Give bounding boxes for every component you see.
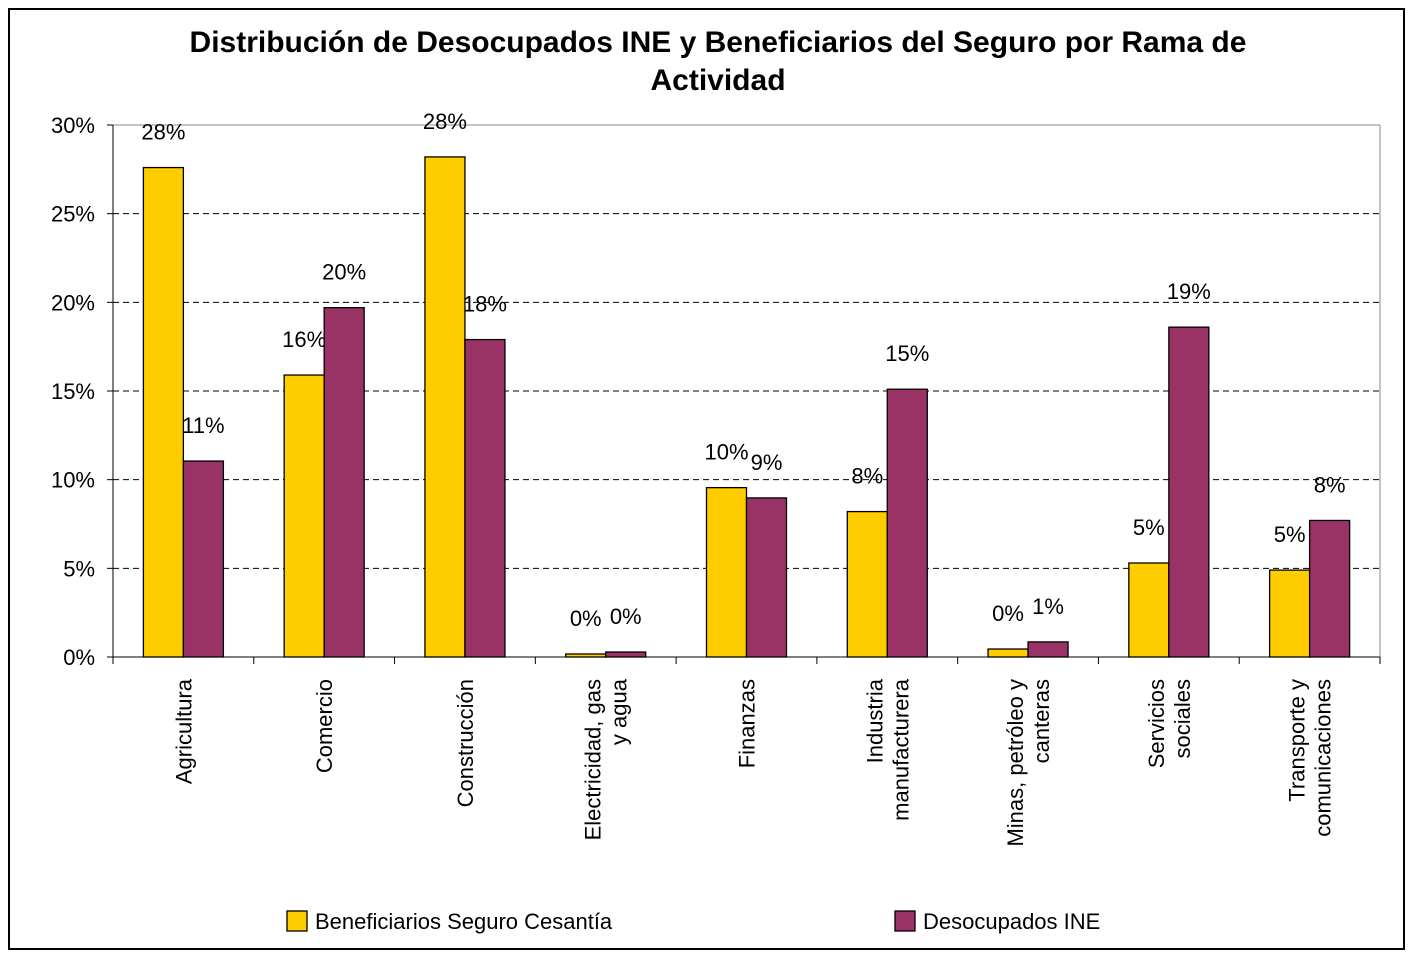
data-label: 10% xyxy=(704,440,748,465)
x-tick-label: Electricidad, gasy agua xyxy=(581,678,632,840)
y-tick-label: 15% xyxy=(51,379,95,404)
data-label: 0% xyxy=(610,604,642,629)
data-label: 5% xyxy=(1133,515,1165,540)
x-tick-label: Comercio xyxy=(312,679,337,773)
bar xyxy=(1168,326,1210,658)
bar xyxy=(464,338,506,658)
bar xyxy=(182,460,225,658)
x-tick-label: Serviciossociales xyxy=(1144,679,1195,768)
x-tick-label-line: Minas, petróleo y xyxy=(1003,679,1028,847)
bar xyxy=(846,510,888,658)
bar xyxy=(1268,569,1311,658)
bar xyxy=(886,388,928,658)
data-label: 15% xyxy=(885,341,929,366)
data-label: 1% xyxy=(1032,594,1064,619)
y-tick-label: 10% xyxy=(51,468,95,493)
y-tick-label: 20% xyxy=(51,290,95,315)
x-tick-label: Minas, petróleo ycanteras xyxy=(1003,679,1054,847)
bar xyxy=(745,497,788,658)
bar xyxy=(424,156,466,658)
data-label: 11% xyxy=(182,413,224,438)
bar xyxy=(987,648,1029,658)
x-tick-label-line: Servicios xyxy=(1144,679,1169,768)
data-label: 19% xyxy=(1167,279,1211,304)
legend-label: Desocupados INE xyxy=(923,909,1100,934)
data-label: 5% xyxy=(1274,522,1306,547)
x-tick-label-line: Finanzas xyxy=(735,679,760,768)
data-label: 16% xyxy=(282,327,326,352)
x-tick-label-line: Comercio xyxy=(312,679,337,773)
y-tick-label: 25% xyxy=(51,202,95,227)
data-label: 0% xyxy=(570,606,602,631)
x-tick-label: Industriamanufacturera xyxy=(862,678,913,821)
legend-swatch xyxy=(286,910,308,932)
x-tick-label-line: comunicaciones xyxy=(1311,679,1336,837)
x-tick-label: Construcción xyxy=(453,679,478,807)
x-tick-label-line: Electricidad, gas xyxy=(581,679,606,840)
x-tick-label: Finanzas xyxy=(735,679,760,768)
y-tick-label: 0% xyxy=(63,645,95,670)
bar xyxy=(142,166,185,658)
x-tick-label: Transporte ycomunicaciones xyxy=(1285,679,1336,837)
x-tick-label-line: Construcción xyxy=(453,679,478,807)
data-label: 9% xyxy=(751,450,783,475)
x-tick-label-line: Transporte y xyxy=(1285,679,1310,802)
legend-swatch xyxy=(894,910,916,932)
x-tick-label-line: canteras xyxy=(1029,679,1054,763)
data-label: 28% xyxy=(423,109,467,134)
data-label: 8% xyxy=(851,464,883,489)
data-label: 8% xyxy=(1314,472,1346,497)
bar xyxy=(1128,562,1170,658)
data-label: 28% xyxy=(141,120,185,145)
bar xyxy=(323,307,365,658)
x-tick-label-line: Industria xyxy=(862,678,887,763)
data-label: 18% xyxy=(463,292,507,317)
y-tick-label: 5% xyxy=(63,556,95,581)
bar xyxy=(283,374,325,658)
data-label: 0% xyxy=(992,601,1024,626)
bar xyxy=(605,651,647,658)
x-tick-label: Agricultura xyxy=(171,678,196,784)
bar xyxy=(1308,519,1351,658)
data-label: 20% xyxy=(322,260,366,285)
chart-frame xyxy=(8,8,1405,950)
x-tick-label-line: sociales xyxy=(1170,679,1195,758)
x-tick-label-line: y agua xyxy=(607,678,632,745)
legend-label: Beneficiarios Seguro Cesantía xyxy=(315,909,613,934)
bar xyxy=(705,486,748,658)
y-tick-label: 30% xyxy=(51,113,95,138)
x-tick-label-line: Agricultura xyxy=(171,678,196,784)
chart-title: Distribución de Desocupados INE y Benefi… xyxy=(189,26,1247,97)
bar xyxy=(1027,641,1069,658)
x-tick-label-line: manufacturera xyxy=(888,678,913,821)
